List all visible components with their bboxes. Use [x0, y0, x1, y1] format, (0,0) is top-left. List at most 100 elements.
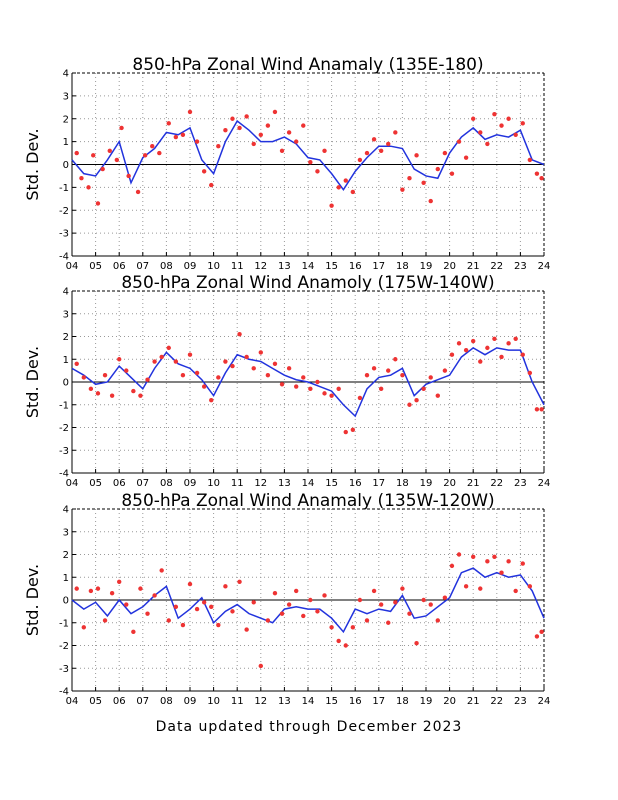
data-point [95, 391, 101, 396]
data-point [265, 618, 271, 623]
data-point [95, 201, 101, 206]
data-point [109, 393, 115, 398]
data-point [456, 139, 462, 144]
data-point [428, 198, 433, 204]
y-axis-label: Std. Dev. [23, 564, 42, 636]
y-tick-label: -2 [59, 206, 69, 217]
data-point [237, 332, 242, 337]
data-point [86, 185, 91, 190]
y-tick-label: 0 [63, 378, 69, 389]
data-point [513, 132, 518, 137]
data-point [407, 611, 412, 616]
data-point [435, 393, 440, 398]
x-tick-label: 18 [396, 261, 409, 272]
data-point [308, 597, 313, 603]
data-point [223, 127, 228, 133]
data-point [322, 148, 327, 153]
data-point [414, 153, 419, 158]
x-tick-label: 20 [443, 696, 456, 707]
data-point [272, 109, 278, 115]
data-point [286, 602, 292, 607]
data-point [142, 153, 148, 158]
x-tick-label: 22 [490, 696, 503, 707]
y-tick-label: -4 [59, 469, 69, 480]
data-point [152, 359, 157, 364]
data-point [371, 366, 377, 371]
x-tick-label: 16 [349, 478, 362, 489]
data-point [492, 554, 497, 559]
data-point [371, 137, 377, 142]
data-point [478, 586, 483, 591]
data-point [223, 584, 228, 589]
x-tick-label: 21 [467, 261, 480, 272]
data-point [81, 625, 87, 630]
x-tick-label: 19 [420, 478, 433, 489]
x-tick-label: 12 [254, 696, 267, 707]
data-point [485, 345, 490, 351]
data-point [126, 173, 131, 179]
data-point [194, 606, 200, 612]
data-point [315, 609, 320, 614]
y-tick-label: -3 [59, 229, 69, 240]
data-point [265, 372, 271, 378]
data-point [308, 160, 313, 165]
data-point [492, 111, 497, 117]
data-point [187, 352, 193, 357]
data-point [492, 336, 497, 341]
data-point [180, 622, 186, 628]
x-tick-label: 15 [325, 696, 338, 707]
y-tick-label: -1 [59, 400, 69, 411]
data-point [74, 586, 79, 591]
x-tick-label: 06 [113, 696, 126, 707]
data-point [499, 354, 504, 360]
x-tick-label: 20 [443, 261, 456, 272]
data-point [74, 150, 79, 156]
data-point [135, 189, 141, 195]
data-point [279, 148, 285, 153]
data-point [138, 393, 143, 398]
data-point [157, 150, 162, 156]
x-tick-label: 05 [89, 478, 102, 489]
data-point [150, 144, 155, 149]
data-point [322, 391, 327, 396]
x-tick-label: 05 [89, 261, 102, 272]
x-tick-label: 05 [89, 696, 102, 707]
data-point [534, 407, 540, 412]
x-tick-label: 17 [372, 696, 385, 707]
data-point [201, 384, 207, 389]
data-point [173, 604, 179, 610]
y-tick-label: 3 [63, 309, 69, 320]
x-tick-label: 08 [160, 696, 173, 707]
data-point [463, 155, 469, 160]
x-tick-label: 21 [467, 478, 480, 489]
data-point [237, 125, 242, 131]
data-point [400, 586, 405, 591]
y-tick-label: 3 [63, 91, 69, 102]
data-point [124, 368, 129, 373]
data-point [258, 132, 263, 137]
data-point [180, 372, 186, 378]
data-point [357, 597, 363, 603]
x-tick-label: 22 [490, 478, 503, 489]
x-tick-label: 13 [278, 261, 291, 272]
data-point [322, 593, 327, 598]
data-point [209, 182, 214, 188]
data-point [329, 625, 334, 630]
y-tick-label: -3 [59, 446, 69, 457]
x-tick-label: 11 [231, 696, 244, 707]
data-point [442, 595, 448, 600]
data-point [414, 398, 419, 403]
x-tick-label: 24 [538, 261, 551, 272]
data-point [471, 116, 476, 121]
data-point [81, 375, 87, 380]
data-point [534, 634, 540, 639]
data-point [449, 563, 455, 569]
data-point [152, 593, 157, 598]
x-tick-label: 21 [467, 696, 480, 707]
data-point [230, 116, 235, 121]
data-point [357, 395, 363, 401]
data-point [265, 123, 271, 128]
data-point [350, 625, 356, 630]
data-point [251, 600, 256, 605]
data-point [194, 370, 200, 376]
